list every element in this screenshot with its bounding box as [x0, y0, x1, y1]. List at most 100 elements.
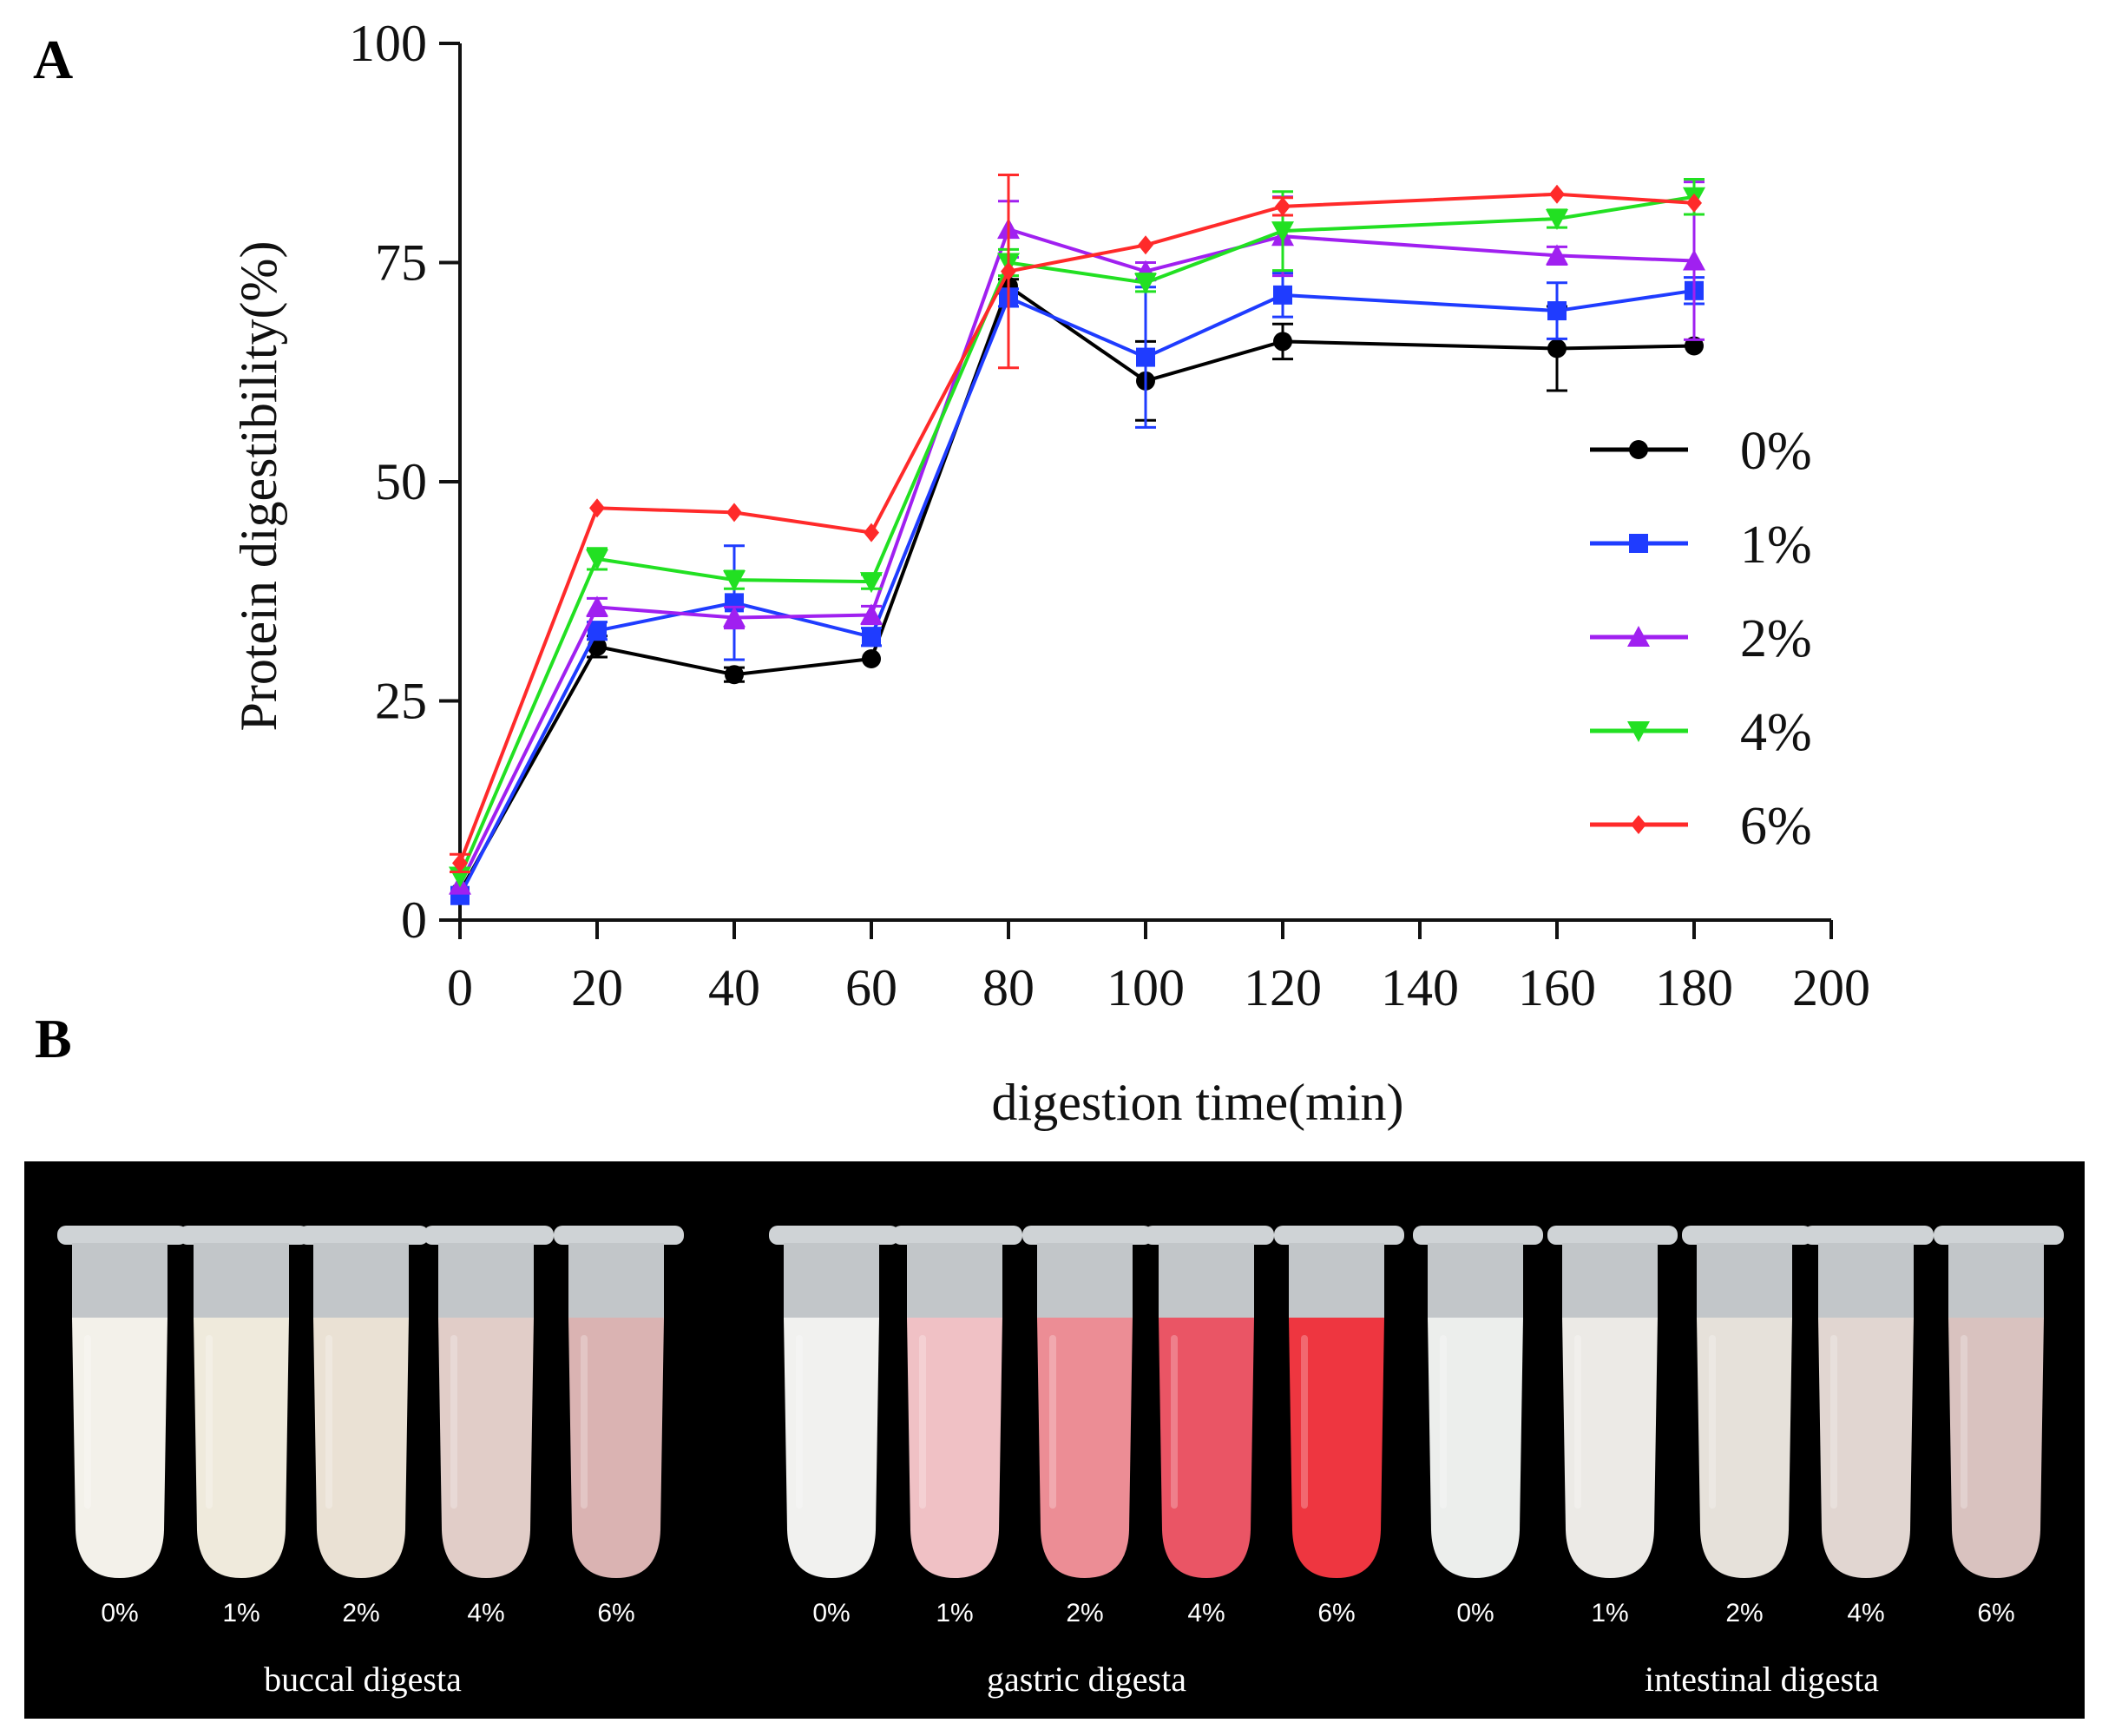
tube-top: [1818, 1243, 1914, 1319]
data-point: [1546, 209, 1568, 230]
data-point: [862, 627, 881, 647]
tube: 1%: [1547, 1226, 1678, 1628]
data-point: [1686, 193, 1702, 213]
tube-top: [1159, 1243, 1254, 1319]
tube: 0%: [769, 1226, 899, 1628]
data-point: [1685, 336, 1704, 356]
tube-label: 1%: [1591, 1599, 1628, 1628]
tube-label: 4%: [1847, 1599, 1884, 1628]
tube-label: 0%: [812, 1599, 850, 1628]
data-point: [589, 498, 605, 518]
tube-lid: [424, 1226, 554, 1245]
tube-lid: [57, 1226, 187, 1245]
legend-marker: [1627, 721, 1650, 742]
data-point: [860, 572, 883, 594]
tube-liquid: [1697, 1318, 1792, 1578]
legend-label: 1%: [1740, 516, 1812, 575]
tube-label: 6%: [597, 1599, 634, 1628]
tube-lid: [1803, 1226, 1934, 1245]
x-axis-ticks: 0 20 40 60 80 100 120 140 160 180 200: [447, 920, 1870, 1016]
tube-top: [438, 1243, 534, 1319]
data-point: [586, 549, 608, 570]
tube-top: [313, 1243, 409, 1319]
tube-top: [1289, 1243, 1384, 1319]
data-point: [1546, 244, 1568, 266]
tube: 4%: [1803, 1226, 1934, 1628]
tube-label: 2%: [1725, 1599, 1763, 1628]
legend: 0% 1% 2% 4% 6%: [1590, 422, 1812, 856]
series-4: [449, 178, 1705, 888]
data-point: [726, 503, 742, 523]
x-tick-label: 160: [1518, 959, 1596, 1016]
tube-highlight: [206, 1335, 213, 1509]
tube-lid: [1682, 1226, 1812, 1245]
tube-highlight: [919, 1335, 926, 1509]
x-tick-label: 80: [982, 959, 1035, 1016]
legend-marker: [1629, 440, 1648, 459]
data-point: [1134, 273, 1157, 294]
series-3: [449, 181, 1705, 895]
tube-top: [784, 1243, 879, 1319]
tube-lid: [179, 1226, 309, 1245]
series-line: [458, 192, 1695, 865]
line-chart: 0 20 40 60 80 100 120 140 160 180 200 0 25 50 75 100 d…: [230, 15, 1870, 1131]
tube-label: 0%: [101, 1599, 138, 1628]
legend-marker: [1631, 815, 1646, 834]
tube: 6%: [1274, 1226, 1404, 1628]
tube-lid: [1547, 1226, 1678, 1245]
tube-liquid: [72, 1318, 168, 1578]
data-point: [864, 523, 879, 542]
tube-top: [72, 1243, 168, 1319]
data-point: [1001, 261, 1016, 281]
tube-highlight: [1574, 1335, 1581, 1509]
y-tick-label: 25: [375, 673, 427, 730]
series-layer: [449, 174, 1705, 905]
tube-lid: [892, 1226, 1022, 1245]
tube-highlight: [1440, 1335, 1447, 1509]
tube-top: [1428, 1243, 1523, 1319]
tube-highlight: [796, 1335, 803, 1509]
tube-label: 6%: [1977, 1599, 2014, 1628]
tube-highlight: [84, 1335, 91, 1509]
tube-top: [1697, 1243, 1792, 1319]
x-tick-label: 200: [1792, 959, 1870, 1016]
tube-liquid: [313, 1318, 409, 1578]
panel-b-label: B: [35, 1008, 72, 1069]
data-point: [725, 665, 744, 685]
x-tick-label: 140: [1381, 959, 1459, 1016]
tube-liquid: [784, 1318, 879, 1578]
data-point: [1271, 221, 1294, 243]
data-point: [588, 621, 607, 641]
data-point: [1549, 184, 1565, 204]
tube-label: 4%: [1187, 1599, 1225, 1628]
tube-liquid: [1159, 1318, 1254, 1578]
x-tick-label: 40: [708, 959, 760, 1016]
series-line: [458, 194, 1695, 878]
photo-group: 0% 1% 2% 4% 6% gastric digesta: [769, 1226, 1404, 1699]
tube-liquid: [907, 1318, 1002, 1578]
tube-lid: [1274, 1226, 1404, 1245]
data-point: [586, 595, 608, 617]
tube: 4%: [424, 1226, 554, 1628]
data-point: [452, 853, 468, 873]
series-line: [458, 283, 1695, 893]
photo-group: 0% 1% 2% 4% 6% buccal digesta: [57, 1226, 684, 1699]
photo-group: 0% 1% 2% 4% 6% intestinal digesta: [1413, 1226, 2064, 1699]
legend-marker: [1627, 626, 1650, 647]
tube-label: 1%: [222, 1599, 259, 1628]
data-point: [1275, 196, 1291, 216]
data-point: [1683, 249, 1705, 271]
tube-label: 2%: [342, 1599, 379, 1628]
series-1: [450, 276, 1704, 902]
tube-liquid: [194, 1318, 289, 1578]
data-point: [1273, 285, 1292, 305]
tube-label: 0%: [1456, 1599, 1494, 1628]
group-label: intestinal digesta: [1645, 1660, 1879, 1699]
legend-item: 6%: [1590, 797, 1812, 856]
tube: 0%: [57, 1226, 187, 1628]
tube-label: 1%: [936, 1599, 973, 1628]
x-tick-label: 60: [845, 959, 897, 1016]
tube: 2%: [1682, 1226, 1812, 1628]
group-label: gastric digesta: [987, 1660, 1186, 1699]
